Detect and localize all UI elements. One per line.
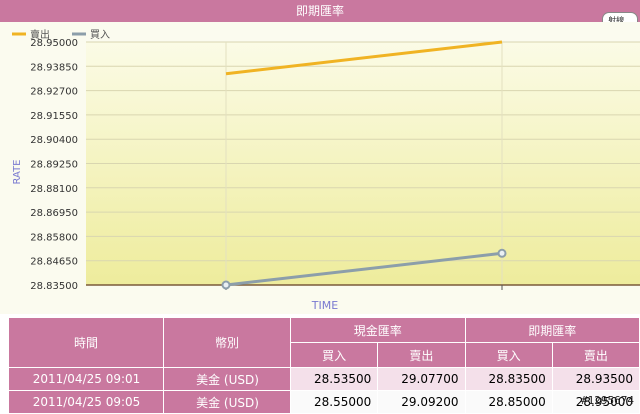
y-tick-label: 28.85800 bbox=[30, 232, 78, 243]
series-line bbox=[225, 40, 503, 76]
y-tick-label: 28.90400 bbox=[30, 135, 78, 146]
y-tick-label: 28.83500 bbox=[30, 281, 78, 292]
series-point bbox=[221, 280, 231, 290]
chart-title: 即期匯率 bbox=[295, 4, 344, 18]
y-tick-label: 28.95000 bbox=[30, 38, 78, 49]
y-tick-label: 28.84650 bbox=[30, 257, 78, 268]
row-spot-buy: 28.85000 bbox=[464, 390, 553, 414]
spot-buy-header: 買入 bbox=[464, 342, 553, 368]
x-axis-label: TIME bbox=[311, 299, 338, 312]
y-tick-label: 28.91550 bbox=[30, 111, 78, 122]
chart-svg: 28.95000 28.93850 28.92700 28.91550 28.90400… bbox=[12, 28, 640, 312]
col-time: 時間 bbox=[8, 317, 164, 368]
table-row: 2011/04/25 09:01 美金 (USD) 28.53500 29.07… bbox=[8, 367, 640, 391]
row-time: 2011/04/25 09:05 bbox=[8, 390, 164, 414]
row-cash-buy: 28.53500 bbox=[289, 367, 379, 391]
row-spot-sell: 28.93500 bbox=[551, 367, 640, 391]
row-currency: 美金 (USD) bbox=[163, 367, 291, 391]
cash-sell-header: 賣出 bbox=[377, 342, 466, 368]
rate-table: 時間 幣別 現金匯率 即期匯率 買入 賣出 買入 賣出 2011/04/25 0… bbox=[8, 317, 640, 414]
cash-buy-header: 買入 bbox=[289, 342, 379, 368]
col-currency: 幣別 bbox=[163, 317, 291, 368]
y-tick-label: 28.93850 bbox=[30, 62, 78, 73]
chart-header: 即期匯率 bbox=[0, 0, 640, 22]
group-spot: 即期匯率 bbox=[464, 317, 640, 343]
group-cash: 現金匯率 bbox=[290, 317, 466, 343]
row-time: 2011/04/25 09:01 bbox=[8, 367, 164, 391]
y-tick-label: 28.88100 bbox=[30, 184, 78, 195]
row-currency: 美金 (USD) bbox=[163, 390, 291, 414]
y-axis-label: RATE bbox=[12, 159, 23, 184]
y-tick-label: 28.89250 bbox=[30, 160, 78, 171]
row-cash-buy: 28.55000 bbox=[289, 390, 379, 414]
legend-label: 買入 bbox=[90, 29, 110, 41]
row-spot-buy: 28.83500 bbox=[464, 367, 553, 391]
y-tick-label: 28.86950 bbox=[30, 208, 78, 219]
legend-label: 賣出 bbox=[30, 28, 50, 41]
watermark: #1295674 bbox=[581, 394, 634, 407]
row-cash-sell: 29.09200 bbox=[377, 390, 466, 414]
row-cash-sell: 29.07700 bbox=[377, 367, 466, 391]
y-tick-label: 28.92700 bbox=[30, 87, 78, 98]
series-point bbox=[497, 248, 507, 258]
spot-sell-header: 賣出 bbox=[551, 342, 640, 368]
table-row: 2011/04/25 09:05 美金 (USD) 28.55000 29.09… bbox=[8, 390, 640, 414]
series-line bbox=[225, 251, 503, 287]
rate-chart: 28.95000 28.93850 28.92700 28.91550 28.90400… bbox=[0, 22, 640, 314]
